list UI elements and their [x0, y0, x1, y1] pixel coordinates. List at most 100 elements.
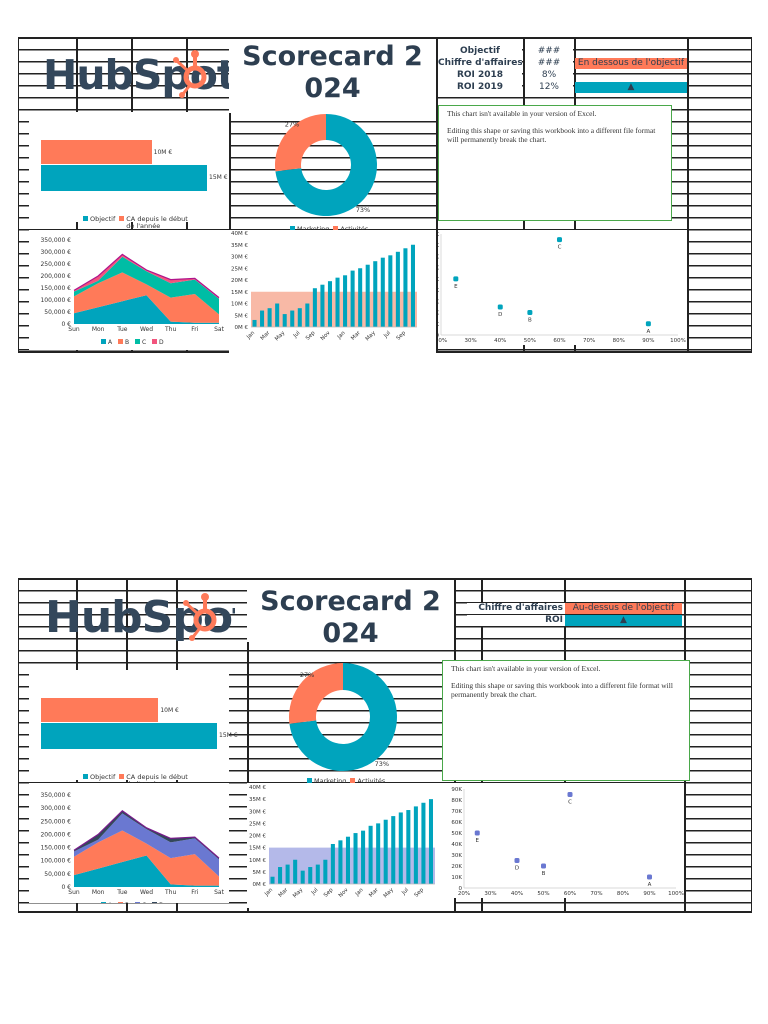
y-tick-label: 30M € — [249, 809, 266, 815]
x-tick-label: 50% — [537, 891, 549, 897]
chart-unavailable-box: This chart isn't available in your versi… — [438, 105, 672, 221]
page-title-line2: 024 — [304, 73, 361, 104]
kpi-label: Chiffre d'affaires — [467, 603, 565, 614]
y-tick-label: 80K — [451, 798, 462, 804]
column-bar — [308, 867, 313, 884]
x-tick-label: Sun — [68, 326, 80, 333]
legend-swatch — [119, 774, 125, 779]
scatter-point — [645, 321, 651, 327]
title-block — [229, 39, 436, 113]
sprocket-icon — [181, 84, 192, 95]
donut-slice-activites — [275, 114, 326, 172]
column-bar — [368, 825, 373, 884]
legend-item: Activités — [357, 777, 386, 785]
page-title-line1: Scorecard 2 — [260, 586, 441, 617]
x-tick-label: 40% — [494, 338, 506, 344]
y-tick-label: 80K — [438, 243, 439, 249]
x-tick-label: Sat — [214, 889, 224, 896]
y-tick-label: 20M € — [249, 834, 266, 840]
y-tick-label: 20K — [451, 864, 462, 870]
x-tick-label: Mar — [278, 887, 290, 899]
donut-slice-marketing — [289, 663, 397, 771]
y-tick-label: 30K — [438, 299, 439, 305]
legend-item: C — [142, 902, 146, 903]
x-tick-label: 70% — [583, 338, 595, 344]
x-tick-label: 100% — [668, 891, 684, 897]
y-tick-label: 40K — [451, 842, 462, 848]
kpi-value: ### — [525, 58, 573, 69]
kpi-status: Au-dessus de l'objectif — [565, 603, 682, 614]
y-tick-label: 0 € — [61, 884, 71, 891]
x-tick-label: Jul — [400, 887, 410, 897]
kpi-status: En dessous de l'objectif — [575, 58, 687, 69]
sprocket-icon — [191, 50, 199, 58]
scatter-point-label: E — [476, 838, 480, 844]
x-tick-label: 100% — [670, 338, 686, 344]
y-tick-label: 0 € — [61, 321, 71, 328]
legend-item: B — [125, 902, 129, 903]
scatter-point-label: E — [454, 284, 458, 290]
kpi-value: 12% — [525, 82, 573, 93]
y-tick-label: 40K — [438, 288, 439, 294]
x-tick-label: Fri — [191, 889, 198, 896]
x-tick-label: Mon — [92, 889, 105, 896]
x-tick-label: Tue — [116, 889, 128, 896]
x-tick-label: Thu — [164, 326, 176, 333]
x-tick-label: Tue — [116, 326, 128, 333]
gridline — [19, 578, 751, 580]
x-tick-label: 20% — [438, 338, 447, 344]
area-series-C — [74, 813, 219, 877]
y-tick-label: 50K — [438, 277, 439, 283]
scatter-point — [647, 874, 652, 880]
column-bar — [343, 275, 348, 327]
bar-data-label: 10M € — [153, 149, 173, 156]
hubspot-logo: HubSpot — [45, 592, 254, 643]
x-tick-label: 80% — [613, 338, 625, 344]
y-tick-label: 5M € — [253, 870, 267, 876]
y-tick-label: 70K — [438, 254, 439, 260]
column-bar — [373, 261, 378, 327]
sprocket-icon — [175, 59, 190, 73]
sprocket-icon — [201, 593, 209, 601]
column-bar — [398, 812, 403, 884]
scatter-point-label: B — [528, 318, 532, 324]
legend-swatch — [83, 774, 88, 779]
y-tick-label: 300,000 € — [40, 805, 71, 812]
scatter-point — [541, 863, 546, 869]
column-bar — [388, 255, 393, 327]
column-bar — [252, 319, 257, 327]
chart-unavailable-box: This chart isn't available in your versi… — [442, 660, 690, 781]
x-tick-label: Jan — [336, 330, 347, 341]
unavailable-message-line2: Editing this shape or saving this workbo… — [447, 126, 656, 144]
page-title-line2: 024 — [322, 618, 379, 649]
y-tick-label: 40M € — [249, 785, 266, 791]
x-tick-label: Sep — [396, 330, 408, 342]
scatter-chart: 0 10K 20K 30K 40K 50K 60K 70K 80K 90K 20% 30% 40% 50%… — [444, 783, 684, 898]
column-bar — [350, 270, 355, 327]
scatter-point — [474, 830, 480, 836]
gridline — [687, 37, 689, 353]
column-bar — [383, 819, 388, 884]
y-tick-label: 200,000 € — [40, 831, 71, 838]
column-bar — [320, 284, 325, 327]
x-tick-label: 90% — [643, 891, 655, 897]
legend-item: Objectif — [90, 773, 116, 781]
y-tick-label: 0M € — [235, 325, 249, 331]
x-tick-label: May — [274, 330, 287, 343]
column-chart: 0M € 5M € 10M € 15M € 20M € 25M € 30M € 35M € 40… — [247, 783, 454, 908]
y-tick-label: 50K — [451, 831, 462, 837]
y-tick-label: 40M € — [231, 231, 248, 237]
bar-objectif — [41, 165, 207, 191]
column-chart: 0M € 5M € 10M € 15M € 20M € 25M € 30M € 35M € 40… — [229, 230, 436, 355]
column-bar — [338, 840, 343, 884]
column-bar — [413, 806, 418, 884]
kpi-label: ROI — [467, 615, 565, 626]
y-tick-label: 20K — [438, 311, 439, 317]
x-tick-label: Jan — [354, 887, 365, 898]
column-bar — [410, 244, 415, 327]
x-tick-label: 50% — [524, 338, 536, 344]
y-tick-label: 90K — [438, 232, 439, 238]
gridline — [229, 37, 231, 353]
y-tick-label: 200,000 € — [40, 273, 71, 280]
area-outline — [73, 253, 220, 299]
